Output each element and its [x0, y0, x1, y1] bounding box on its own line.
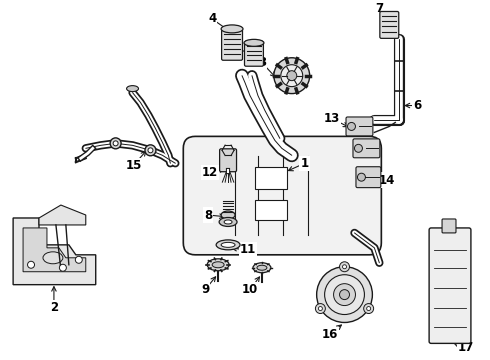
Polygon shape: [39, 205, 86, 225]
Circle shape: [27, 261, 34, 268]
Circle shape: [354, 144, 363, 152]
Bar: [255, 200, 287, 220]
Circle shape: [334, 284, 355, 306]
FancyBboxPatch shape: [221, 30, 243, 60]
Circle shape: [75, 256, 82, 263]
FancyBboxPatch shape: [220, 149, 237, 172]
Text: 12: 12: [202, 166, 218, 179]
Text: 5: 5: [231, 46, 239, 59]
Text: 6: 6: [413, 99, 421, 112]
Circle shape: [324, 275, 365, 315]
FancyBboxPatch shape: [356, 167, 381, 188]
Ellipse shape: [244, 39, 264, 46]
Circle shape: [340, 290, 349, 300]
Text: 1: 1: [301, 157, 309, 170]
Text: 3: 3: [258, 56, 266, 69]
Polygon shape: [23, 228, 86, 272]
Circle shape: [281, 65, 303, 87]
Text: 17: 17: [458, 341, 474, 354]
FancyBboxPatch shape: [346, 117, 373, 136]
Text: 13: 13: [323, 112, 340, 125]
Circle shape: [316, 303, 325, 314]
Circle shape: [347, 122, 355, 130]
Text: 15: 15: [125, 159, 142, 172]
Circle shape: [340, 262, 349, 272]
Circle shape: [287, 71, 297, 81]
Bar: [255, 167, 287, 189]
Circle shape: [367, 307, 370, 311]
Ellipse shape: [221, 242, 235, 247]
Circle shape: [318, 307, 322, 311]
Circle shape: [274, 58, 310, 94]
Text: 2: 2: [50, 301, 58, 314]
Circle shape: [358, 173, 366, 181]
Text: 9: 9: [201, 283, 209, 296]
FancyBboxPatch shape: [183, 136, 381, 255]
Circle shape: [59, 264, 66, 271]
Ellipse shape: [216, 240, 240, 250]
Ellipse shape: [221, 25, 243, 33]
Circle shape: [317, 267, 372, 323]
Circle shape: [145, 145, 156, 156]
Circle shape: [364, 303, 374, 314]
Ellipse shape: [43, 252, 63, 264]
FancyBboxPatch shape: [245, 41, 264, 66]
Circle shape: [110, 138, 121, 149]
Text: 7: 7: [375, 3, 383, 15]
Polygon shape: [13, 218, 96, 285]
Text: 16: 16: [321, 328, 338, 341]
FancyBboxPatch shape: [380, 12, 399, 39]
Ellipse shape: [207, 259, 229, 271]
Text: 11: 11: [240, 243, 256, 256]
Circle shape: [148, 148, 153, 153]
Text: 8: 8: [204, 208, 212, 221]
Circle shape: [113, 141, 118, 146]
Circle shape: [343, 265, 346, 269]
Ellipse shape: [212, 262, 224, 268]
Text: 14: 14: [379, 174, 395, 187]
Ellipse shape: [224, 220, 232, 224]
Ellipse shape: [126, 86, 139, 91]
Ellipse shape: [219, 217, 237, 226]
FancyBboxPatch shape: [353, 139, 380, 158]
Ellipse shape: [257, 265, 267, 270]
Text: 10: 10: [242, 283, 258, 296]
FancyBboxPatch shape: [442, 219, 456, 233]
Ellipse shape: [221, 211, 235, 219]
FancyBboxPatch shape: [429, 228, 471, 343]
Ellipse shape: [253, 263, 271, 273]
Text: 4: 4: [208, 13, 216, 26]
